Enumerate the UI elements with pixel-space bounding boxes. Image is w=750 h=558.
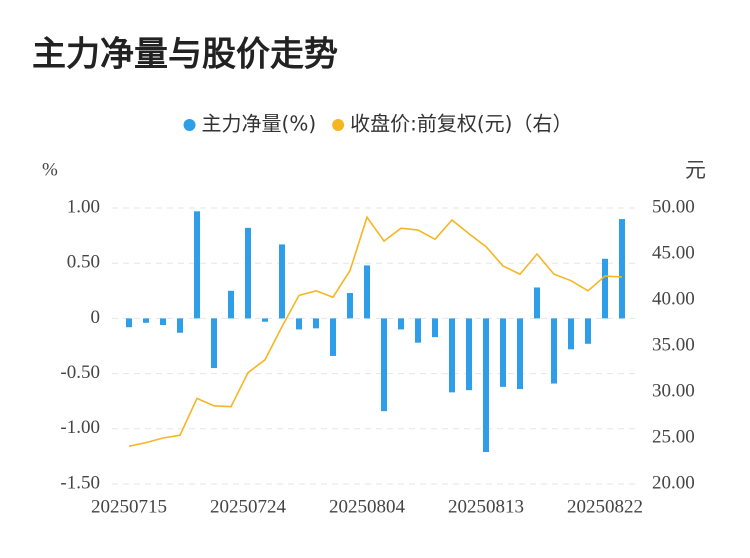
- bar: [126, 318, 132, 328]
- y-tick-label: -1.00: [60, 417, 100, 438]
- y-tick-label: 0: [91, 307, 101, 328]
- bar: [585, 318, 591, 344]
- x-tick-label: 20250724: [210, 496, 287, 517]
- y2-tick-label: 50.00: [652, 196, 695, 217]
- bar: [211, 318, 217, 369]
- bar: [313, 318, 319, 329]
- price-line: [128, 215, 623, 448]
- legend-marker: [332, 119, 345, 131]
- bar: [245, 227, 251, 319]
- bar: [381, 318, 387, 412]
- legend-label: 收盘价:前复权(元)（右）: [350, 112, 572, 136]
- y-tick-label: 1.00: [67, 196, 100, 217]
- bar: [534, 287, 540, 319]
- x-tick-label: 20250715: [91, 496, 167, 517]
- bar: [296, 318, 302, 330]
- bar: [449, 318, 455, 393]
- bar: [398, 318, 404, 330]
- bar: [602, 258, 608, 319]
- y-tick-label: -0.50: [60, 362, 100, 383]
- bar: [568, 318, 574, 350]
- bar: [364, 265, 370, 319]
- legend-item: 收盘价:前复权(元)（右）: [332, 112, 572, 136]
- legend-item: 主力净量(%): [183, 112, 317, 136]
- legend-marker: [183, 119, 196, 131]
- y2-tick-label: 40.00: [652, 288, 695, 309]
- y2-tick-label: 35.00: [652, 334, 695, 355]
- bar: [279, 244, 285, 319]
- legend: 主力净量(%) 收盘价:前复权(元)（右）: [183, 112, 572, 136]
- bar: [619, 219, 625, 319]
- bar: [262, 318, 268, 322]
- y2-tick-label: 30.00: [652, 380, 695, 401]
- y-tick-label: -1.50: [60, 472, 100, 493]
- bar: [177, 318, 183, 333]
- bar: [347, 293, 353, 319]
- y-axis-label: %: [42, 159, 58, 180]
- bar: [432, 318, 438, 338]
- bar: [160, 318, 166, 326]
- bar: [500, 318, 506, 387]
- y2-tick-label: 25.00: [652, 426, 695, 447]
- bar: [415, 318, 421, 343]
- y-tick-label: 0.50: [67, 252, 100, 273]
- bar: [483, 318, 489, 452]
- bar: [466, 318, 472, 391]
- bar: [551, 318, 557, 384]
- legend-label: 主力净量(%): [202, 112, 317, 136]
- bar: [228, 290, 234, 319]
- bar: [330, 318, 336, 356]
- bar: [194, 211, 200, 319]
- y2-tick-label: 20.00: [652, 472, 695, 493]
- bar: [143, 318, 149, 323]
- x-tick-label: 20250813: [448, 496, 524, 517]
- chart-title: 主力净量与股价走势: [32, 35, 338, 75]
- y2-axis-label: 元: [685, 158, 706, 182]
- y2-tick-label: 45.00: [652, 242, 695, 263]
- x-tick-label: 20250822: [567, 496, 643, 517]
- x-tick-label: 20250804: [329, 496, 406, 517]
- bar: [517, 318, 523, 390]
